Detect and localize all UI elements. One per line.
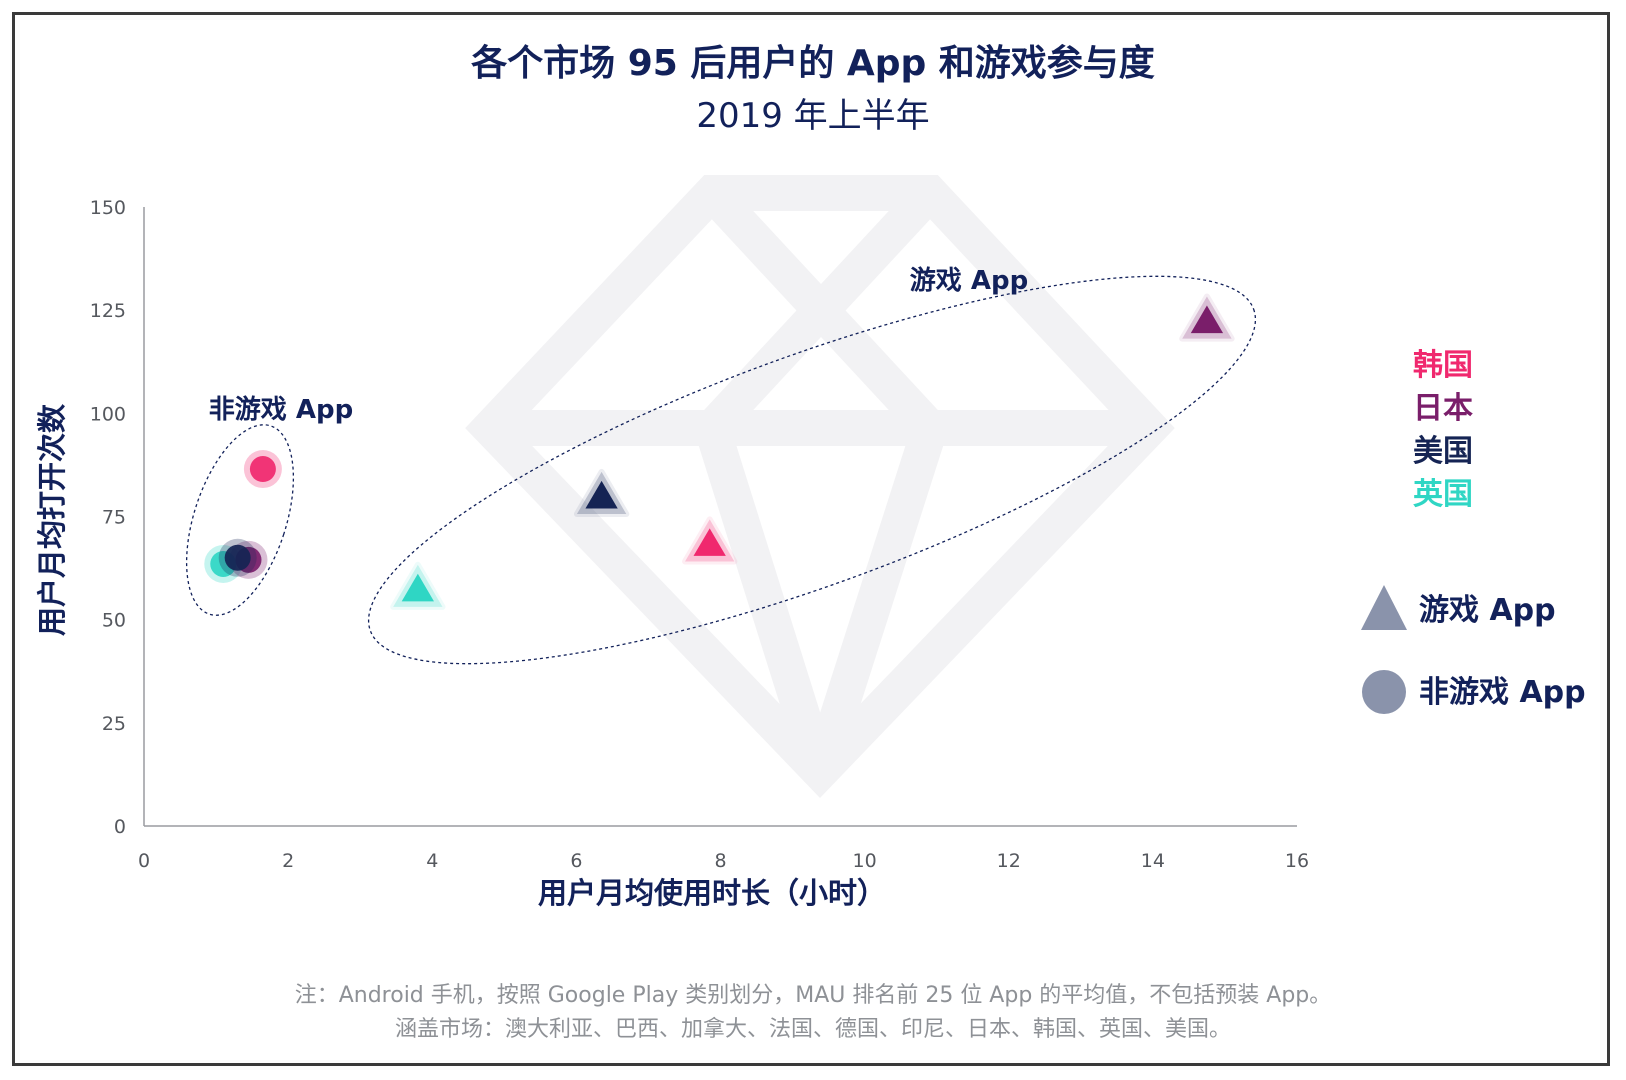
non-game-point-美国 — [218, 538, 257, 577]
point-marker — [224, 544, 251, 571]
x-tick-label: 8 — [714, 850, 726, 872]
shape-legend: 游戏 App 非游戏 App — [1361, 585, 1586, 714]
game-legend-label: 游戏 App — [1419, 593, 1556, 628]
game-point-韩国 — [681, 516, 738, 565]
y-axis-title: 用户月均打开次数 — [35, 403, 69, 636]
chart-subtitle: 2019 年上半年 — [696, 96, 929, 136]
point-marker — [693, 528, 726, 556]
triangle-legend-icon — [1361, 585, 1407, 630]
point-marker — [1190, 305, 1224, 334]
y-tick-label: 0 — [114, 816, 126, 838]
x-tick-label: 0 — [138, 850, 150, 872]
x-tick-label: 2 — [282, 850, 294, 872]
game-cluster-outline — [367, 275, 1257, 665]
y-tick-label: 50 — [102, 610, 126, 632]
x-tick-label: 6 — [570, 850, 582, 872]
watermark-diamond-logo — [465, 175, 1175, 799]
point-marker — [249, 456, 276, 483]
footnote-line-1: 注：Android 手机，按照 Google Play 类别划分，MAU 排名前… — [295, 983, 1332, 1008]
x-tick-label: 10 — [853, 850, 877, 872]
circle-legend-icon — [1362, 670, 1406, 714]
non-game-legend-label: 非游戏 App — [1419, 675, 1586, 710]
x-tick-label: 4 — [426, 850, 438, 872]
data-points — [204, 293, 1235, 610]
chart-title: 各个市场 95 后用户的 App 和游戏参与度 — [471, 43, 1155, 84]
game-cluster-label: 游戏 App — [910, 266, 1028, 296]
x-tick-label: 12 — [997, 850, 1021, 872]
point-marker — [401, 573, 434, 602]
legend-country-1: 韩国 — [1413, 348, 1473, 383]
game-point-英国 — [390, 561, 446, 610]
y-tick-label: 150 — [90, 197, 126, 219]
non-game-cluster-label: 非游戏 App — [209, 395, 353, 425]
legend-country-2: 日本 — [1413, 391, 1473, 426]
point-marker — [585, 480, 618, 509]
x-tick-label: 16 — [1285, 850, 1309, 872]
legend-country-4: 英国 — [1413, 477, 1473, 512]
x-tick-label: 14 — [1141, 850, 1165, 872]
game-point-美国 — [573, 468, 630, 518]
non-game-point-韩国 — [243, 450, 282, 489]
legend-country-3: 美国 — [1413, 434, 1473, 469]
x-tick-labels: 0 2 4 6 8 10 12 14 16 — [138, 850, 1309, 872]
game-point-日本 — [1179, 293, 1235, 342]
y-tick-label: 100 — [90, 403, 126, 425]
y-tick-label: 25 — [102, 713, 126, 735]
y-tick-labels: 0 25 50 75 100 125 150 — [90, 197, 126, 838]
non-game-cluster-outline — [185, 424, 295, 616]
footnote-line-2: 涵盖市场：澳大利亚、巴西、加拿大、法国、德国、印尼、日本、韩国、英国、美国。 — [395, 1016, 1231, 1042]
x-axis-title: 用户月均使用时长（小时） — [538, 876, 886, 910]
y-tick-label: 75 — [102, 507, 126, 529]
y-tick-label: 125 — [90, 300, 126, 322]
